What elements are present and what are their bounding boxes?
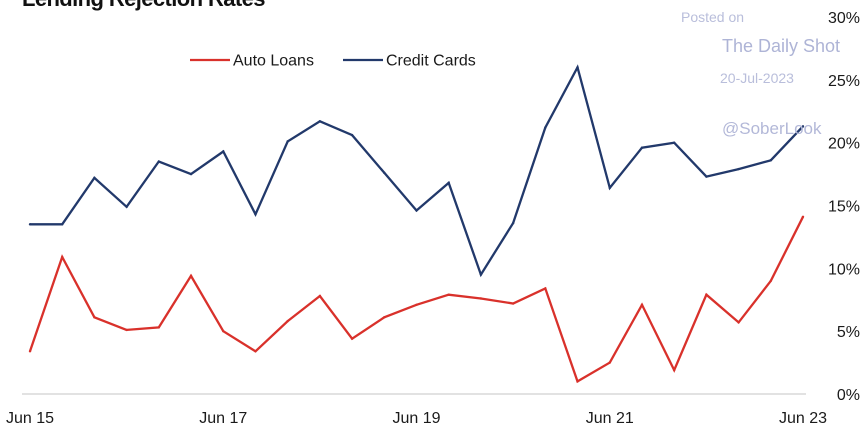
- data-point: [254, 213, 257, 216]
- y-tick-label: 15%: [828, 199, 860, 216]
- data-point: [737, 167, 740, 171]
- data-point: [672, 368, 676, 372]
- y-tick-label: 5%: [837, 324, 860, 341]
- data-point: [286, 319, 289, 323]
- data-point: [737, 321, 740, 324]
- data-point: [93, 176, 96, 180]
- x-tick-label: Jun 17: [199, 410, 247, 427]
- data-point: [769, 159, 772, 162]
- data-point: [383, 316, 386, 319]
- data-point: [125, 205, 128, 208]
- watermark-posted-on: Posted on: [681, 9, 745, 25]
- data-point: [157, 160, 161, 163]
- data-point: [415, 303, 418, 306]
- data-point: [350, 133, 354, 137]
- data-point: [157, 326, 161, 329]
- data-point: [479, 273, 483, 276]
- data-point: [544, 287, 547, 290]
- legend: Auto Loans Credit Cards: [190, 53, 476, 70]
- data-point: [769, 279, 772, 283]
- data-point: [447, 181, 450, 185]
- data-point: [672, 141, 676, 144]
- data-point: [576, 66, 579, 69]
- x-tick-label: Jun 15: [6, 410, 54, 427]
- data-point: [189, 274, 193, 278]
- y-axis-tick-labels: 0% 5% 10% 15% 20% 25% 30%: [828, 10, 860, 404]
- series-line: [28, 216, 805, 384]
- data-point: [28, 350, 32, 353]
- data-point: [801, 215, 805, 219]
- data-point: [479, 297, 483, 300]
- legend-label: Auto Loans: [233, 53, 314, 70]
- x-tick-label: Jun 19: [392, 410, 440, 427]
- data-point: [350, 337, 354, 340]
- data-point: [61, 223, 64, 226]
- x-axis-tick-labels: Jun 15 Jun 17 Jun 19 Jun 21 Jun 23: [6, 410, 827, 427]
- series-auto-loans: [28, 215, 805, 384]
- data-point: [801, 125, 805, 128]
- data-point: [608, 361, 611, 364]
- data-point: [125, 328, 128, 332]
- legend-item: Credit Cards: [343, 53, 476, 70]
- x-tick-label: Jun 21: [586, 410, 634, 427]
- data-point: [28, 223, 32, 226]
- series-line: [30, 64, 804, 278]
- data-point: [511, 221, 515, 225]
- y-tick-label: 25%: [828, 73, 860, 90]
- y-tick-label: 30%: [828, 10, 860, 27]
- data-point: [93, 316, 96, 319]
- data-point: [705, 175, 708, 178]
- data-point: [61, 255, 64, 259]
- series-credit-cards: [28, 64, 805, 278]
- data-point: [189, 172, 193, 176]
- data-point: [254, 350, 257, 353]
- data-point: [447, 293, 450, 296]
- data-point: [608, 186, 611, 190]
- data-point: [640, 146, 644, 149]
- data-point: [576, 380, 579, 383]
- watermark-handle: @SoberLook: [722, 119, 822, 138]
- chart-title: Lending Rejection Rates: [22, 0, 266, 12]
- series-layer: [28, 64, 805, 384]
- data-point: [318, 120, 322, 123]
- watermark-date: 20-Jul-2023: [720, 70, 794, 86]
- data-point: [383, 171, 386, 175]
- data-point: [544, 126, 547, 129]
- legend-label: Credit Cards: [386, 53, 476, 70]
- data-point: [705, 293, 708, 296]
- watermark-site-name: The Daily Shot: [722, 36, 841, 56]
- y-tick-label: 20%: [828, 136, 860, 153]
- data-point: [511, 302, 515, 305]
- legend-item: Auto Loans: [190, 53, 314, 70]
- data-point: [415, 209, 418, 212]
- y-tick-label: 0%: [837, 387, 860, 404]
- data-point: [318, 294, 322, 298]
- x-tick-label: Jun 23: [779, 410, 827, 427]
- data-point: [222, 150, 225, 153]
- data-point: [640, 303, 644, 306]
- y-tick-label: 10%: [828, 261, 860, 278]
- data-point: [222, 329, 225, 333]
- data-point: [286, 140, 289, 143]
